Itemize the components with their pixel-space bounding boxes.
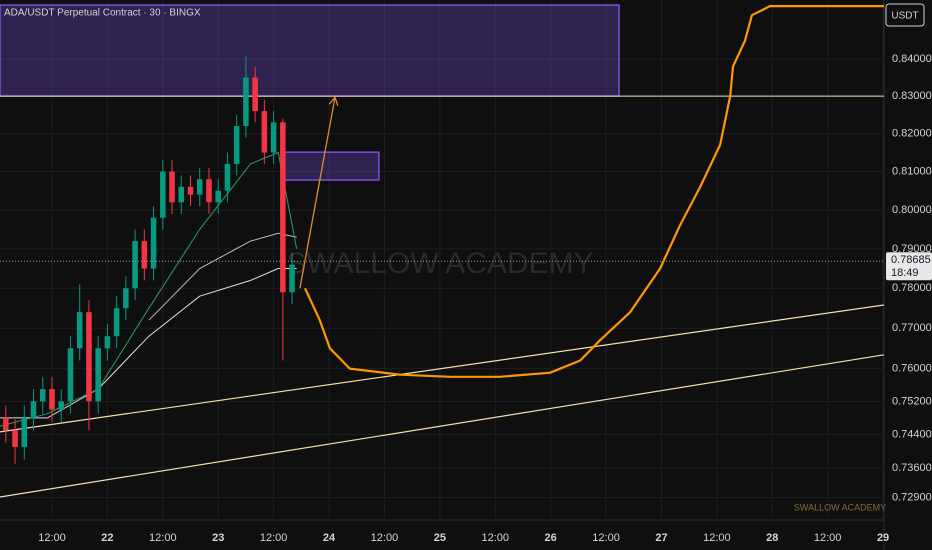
- y-tick-label: 0.74400: [892, 428, 932, 440]
- candle-body: [30, 401, 37, 418]
- x-tick-label: 12:00: [371, 532, 399, 544]
- candle-body: [215, 190, 221, 203]
- y-tick-label: 0.80000: [892, 204, 932, 216]
- x-tick-label: 12:00: [260, 532, 288, 544]
- candle-body: [12, 430, 18, 447]
- x-tick-label: 12:00: [481, 532, 509, 544]
- y-tick-label: 0.82000: [892, 128, 932, 140]
- candle-body: [21, 417, 28, 447]
- zone: [281, 151, 380, 181]
- y-tick-label: 0.81000: [892, 165, 932, 177]
- x-tick-label: 25: [434, 532, 446, 544]
- footer-watermark: SWALLOW ACADEMY: [794, 502, 886, 512]
- x-tick-label: 12:00: [149, 532, 177, 544]
- y-tick-label: 0.78000: [892, 282, 932, 294]
- candle-body: [104, 336, 111, 349]
- x-tick-label: 22: [101, 532, 113, 544]
- arrow-head: [328, 95, 339, 107]
- candle-body: [141, 241, 148, 269]
- watermark: SWALLOW ACADEMY: [286, 247, 593, 280]
- candle-body: [58, 401, 64, 410]
- candle-body: [196, 179, 203, 195]
- candle-body: [252, 77, 258, 112]
- candle-body: [123, 288, 129, 309]
- y-tick-label: 0.84000: [892, 53, 932, 65]
- x-tick-label: 12:00: [814, 532, 842, 544]
- currency-label: USDT: [891, 11, 918, 22]
- candle-body: [86, 312, 92, 402]
- x-tick-label: 23: [212, 532, 224, 544]
- countdown-label: 18:49: [891, 267, 919, 279]
- candle-body: [76, 312, 83, 349]
- arrow-line: [299, 97, 336, 289]
- candle-body: [95, 348, 101, 402]
- candle-body: [243, 77, 249, 127]
- y-tick-label: 0.77000: [892, 322, 932, 334]
- y-tick-label: 0.83000: [892, 90, 932, 102]
- chart-title: ADA/USDT Perpetual Contract · 30 · BINGX: [4, 8, 201, 19]
- y-tick-label: 0.75200: [892, 395, 932, 407]
- x-tick-label: 29: [877, 532, 889, 544]
- y-tick-label: 0.73600: [892, 462, 932, 474]
- candle-body: [49, 389, 55, 410]
- candle-body: [150, 217, 157, 269]
- x-tick-label: 24: [323, 532, 336, 544]
- candle-body: [3, 417, 9, 431]
- x-tick-label: 12:00: [703, 532, 731, 544]
- x-tick-label: 28: [766, 532, 778, 544]
- zone: [0, 4, 620, 97]
- candle-body: [280, 122, 286, 293]
- candle-body: [160, 171, 166, 218]
- moving-average: [0, 268, 297, 419]
- x-tick-label: 12:00: [592, 532, 620, 544]
- candle-body: [169, 171, 175, 203]
- candle-body: [224, 163, 231, 191]
- candle-body: [113, 308, 120, 337]
- projection-path: [304, 4, 884, 378]
- candle-body: [261, 111, 268, 153]
- x-tick-label: 27: [655, 532, 667, 544]
- y-tick-label: 0.72900: [892, 491, 932, 503]
- y-tick-label: 0.76000: [892, 363, 932, 375]
- x-tick-label: 12:00: [38, 532, 66, 544]
- candle-body: [178, 186, 185, 203]
- candle-body: [206, 179, 212, 203]
- candle-body: [187, 186, 194, 195]
- candle-body: [289, 264, 295, 293]
- candle-body: [67, 348, 74, 402]
- candle-body: [233, 126, 240, 164]
- candle-body: [132, 241, 138, 289]
- last-price-box: [886, 252, 932, 281]
- candle-body: [39, 389, 46, 402]
- trendline: [0, 354, 885, 498]
- x-tick-label: 26: [545, 532, 557, 544]
- currency-button[interactable]: [885, 3, 925, 27]
- trendline: [0, 304, 885, 433]
- y-tick-label: 0.79000: [892, 243, 932, 255]
- candle-body: [270, 122, 277, 153]
- last-price-label: 0.78685: [891, 254, 931, 266]
